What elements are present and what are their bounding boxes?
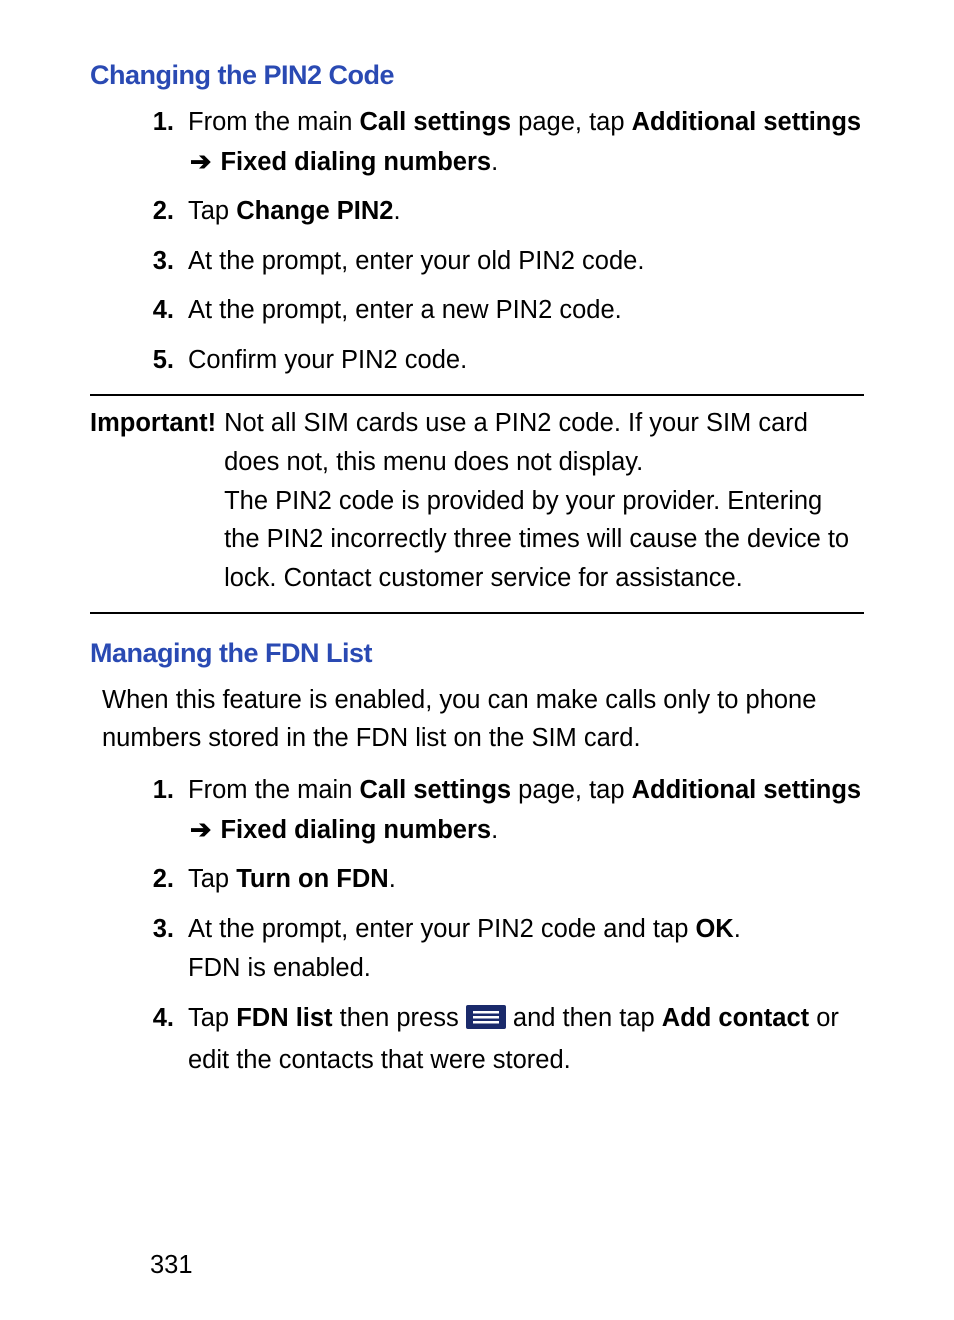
step-body: At the prompt, enter your old PIN2 code. [188,242,864,282]
step-text: . [491,148,498,176]
step-number: 5. [126,341,188,381]
step-item: 3. At the prompt, enter your PIN2 code a… [126,910,864,989]
bold-text: Fixed dialing numbers [220,148,491,176]
important-note: Important! Not all SIM cards use a PIN2 … [90,404,864,598]
step-body: Confirm your PIN2 code. [188,341,864,381]
divider [90,394,864,396]
steps-list-fdn: 1. From the main Call settings page, tap… [126,771,864,1081]
step-number: 1. [126,103,188,143]
step-text: . [389,865,396,893]
divider [90,612,864,614]
arrow-icon: ➔ [190,143,211,183]
step-text: . [734,915,741,943]
bold-text: OK [695,915,733,943]
page-number: 331 [150,1251,864,1280]
section-intro: When this feature is enabled, you can ma… [102,681,864,758]
step-text: FDN is enabled. [188,954,371,982]
important-text: Not all SIM cards use a PIN2 code. If yo… [224,409,808,476]
bold-text: Change PIN2 [236,197,393,225]
section-heading-fdn: Managing the FDN List [90,638,864,669]
arrow-icon: ➔ [190,811,211,851]
step-text: At the prompt, enter your PIN2 code and … [188,915,695,943]
bold-text: Additional settings [632,776,862,804]
step-body: At the prompt, enter your PIN2 code and … [188,910,864,989]
step-number: 3. [126,910,188,950]
step-body: From the main Call settings page, tap Ad… [188,103,864,182]
section-heading-pin2: Changing the PIN2 Code [90,60,864,91]
bold-text: Fixed dialing numbers [220,816,491,844]
step-text: Tap [188,1004,236,1032]
step-body: From the main Call settings page, tap Ad… [188,771,864,850]
menu-icon [466,1002,506,1042]
important-text: The PIN2 code is provided by your provid… [224,487,849,593]
step-text: . [491,816,498,844]
step-text: From the main [188,776,359,804]
step-item: 1. From the main Call settings page, tap… [126,103,864,182]
step-item: 3. At the prompt, enter your old PIN2 co… [126,242,864,282]
step-item: 4. At the prompt, enter a new PIN2 code. [126,291,864,331]
bold-text: Call settings [359,776,511,804]
bold-text: Additional settings [632,108,862,136]
important-body: Not all SIM cards use a PIN2 code. If yo… [224,404,864,598]
step-body: Tap Change PIN2. [188,192,864,232]
step-text: Tap [188,197,236,225]
bold-text: Call settings [359,108,511,136]
step-text: then press [333,1004,466,1032]
step-number: 2. [126,192,188,232]
step-item: 2. Tap Change PIN2. [126,192,864,232]
step-number: 2. [126,860,188,900]
step-number: 3. [126,242,188,282]
step-number: 1. [126,771,188,811]
bold-text: Turn on FDN [236,865,389,893]
step-text: . [394,197,401,225]
step-item: 1. From the main Call settings page, tap… [126,771,864,850]
bold-text: Add contact [662,1004,809,1032]
step-item: 2. Tap Turn on FDN. [126,860,864,900]
step-item: 4. Tap FDN list then press and then tap … [126,999,864,1081]
step-text: From the main [188,108,359,136]
step-body: Tap Turn on FDN. [188,860,864,900]
step-text: Tap [188,865,236,893]
bold-text: FDN list [236,1004,332,1032]
step-body: Tap FDN list then press and then tap Add… [188,999,864,1081]
steps-list-pin2: 1. From the main Call settings page, tap… [126,103,864,380]
step-text: and then tap [513,1004,662,1032]
step-number: 4. [126,999,188,1039]
step-body: At the prompt, enter a new PIN2 code. [188,291,864,331]
step-text: page, tap [511,108,632,136]
step-text: page, tap [511,776,632,804]
step-number: 4. [126,291,188,331]
important-label: Important! [90,404,224,443]
step-item: 5. Confirm your PIN2 code. [126,341,864,381]
